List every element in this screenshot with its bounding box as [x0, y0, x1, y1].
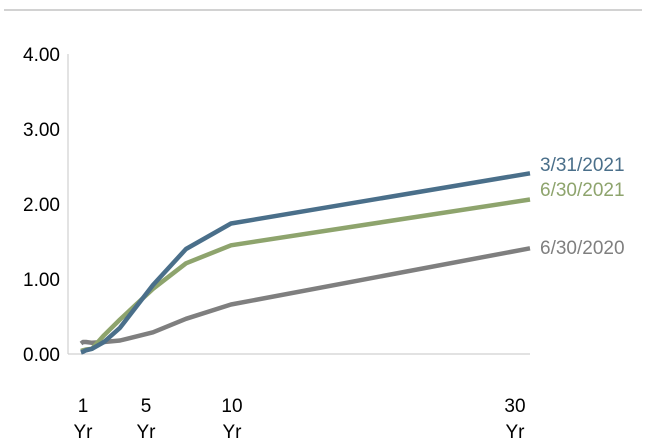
y-tick-label: 2.00 — [23, 195, 60, 216]
x-tick-label-unit: Yr — [506, 422, 526, 440]
series-label: 6/30/2021 — [540, 180, 625, 201]
x-tick-label: 30 — [504, 396, 525, 417]
series-line — [80, 171, 531, 355]
x-tick-label: 5 — [141, 396, 152, 417]
series-label: 6/30/2020 — [540, 238, 625, 259]
series-labels: 6/30/2020 6/30/2021 3/31/2021 — [540, 155, 625, 259]
series-line — [79, 246, 531, 346]
x-tick-label-unit: Yr — [223, 422, 243, 440]
x-tick-label: 1 — [78, 396, 89, 417]
y-tick-label: 4.00 — [23, 45, 60, 66]
y-tick-label: 3.00 — [23, 120, 60, 141]
series-line — [80, 197, 531, 354]
x-tick-label-unit: Yr — [74, 422, 94, 440]
x-tick-label-unit: Yr — [137, 422, 157, 440]
y-tick-label: 0.00 — [23, 345, 60, 366]
x-axis-ticks: 1 Yr 5 Yr 10 Yr 30 Yr — [74, 396, 526, 440]
x-tick-label: 10 — [221, 396, 242, 417]
y-tick-label: 1.00 — [23, 270, 60, 291]
series-label: 3/31/2021 — [540, 155, 625, 176]
y-axis-ticks: 0.00 1.00 2.00 3.00 4.00 — [23, 45, 60, 366]
series-lines — [79, 171, 531, 355]
